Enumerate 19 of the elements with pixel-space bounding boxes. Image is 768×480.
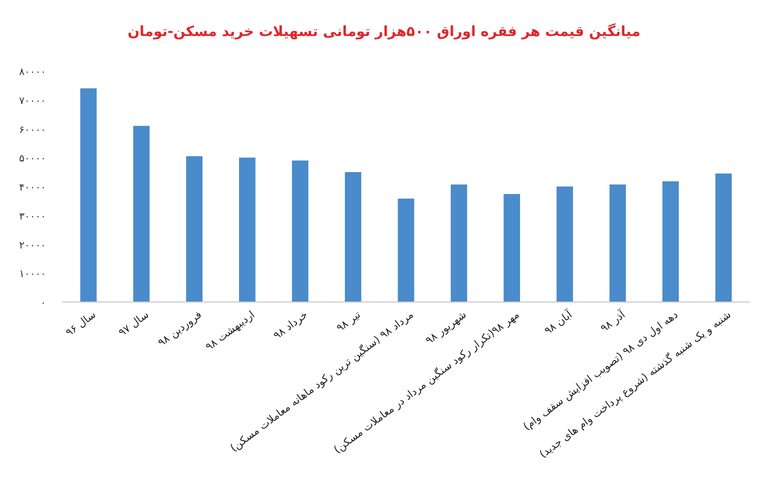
x-tick-label: اردیبهشت ۹۸ [204, 308, 258, 354]
y-tick-label: ۱۰۰۰۰ [19, 269, 46, 280]
y-tick-label: ۷۰۰۰۰ [19, 96, 46, 107]
x-tick-label: شهریور ۹۸ [424, 308, 469, 347]
x-tick-label: فروردین ۹۸ [156, 308, 204, 350]
x-tick-label: خرداد ۹۸ [271, 308, 310, 342]
y-tick-label: ۳۰۰۰۰ [19, 211, 46, 222]
y-tick-label: ۲۰۰۰۰ [19, 240, 46, 252]
title: میانگین قیمت هر فقره اوراق ۵۰۰هزار تومانی تسهیلات خرید مسکن-تومان [128, 24, 640, 40]
y-tick-label: ۶۰۰۰۰ [19, 124, 46, 136]
x-tick-label: سال ۹۶ [64, 308, 98, 340]
x-tick-label: سال ۹۷ [116, 308, 152, 340]
y-tick-label: ۴۰۰۰۰ [19, 182, 46, 194]
x-tick-label: تیر ۹۸ [334, 308, 363, 334]
x-tick-label: آبان ۹۸ [542, 307, 576, 338]
y-tick-label: ۰ [40, 298, 46, 309]
y-tick-label: ۵۰۰۰۰ [19, 154, 46, 165]
y-tick-label: ۸۰۰۰۰ [19, 67, 46, 78]
x-tick-label: آذر ۹۸ [598, 307, 628, 335]
